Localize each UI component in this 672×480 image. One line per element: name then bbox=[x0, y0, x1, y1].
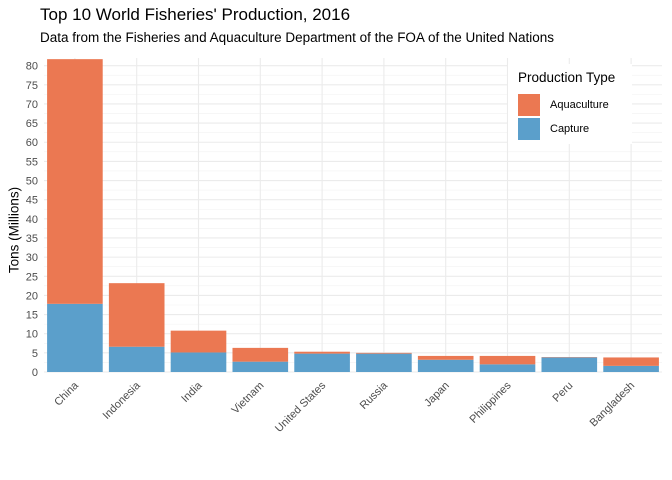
bar-capture bbox=[294, 353, 350, 372]
bar-aquaculture bbox=[108, 283, 165, 347]
bar-capture bbox=[232, 361, 289, 372]
legend: Production Type Aquaculture Capture bbox=[508, 64, 632, 144]
y-tick-label: 25 bbox=[26, 271, 38, 283]
y-tick-label: 65 bbox=[26, 118, 38, 130]
x-tick-label: India bbox=[179, 379, 205, 405]
y-tick-label: 5 bbox=[32, 348, 38, 360]
y-tick-label: 45 bbox=[26, 195, 38, 207]
x-tick-label: Bangladesh bbox=[588, 380, 638, 430]
y-tick-label: 20 bbox=[26, 290, 38, 302]
y-tick-label: 0 bbox=[32, 367, 38, 379]
y-tick-label: 80 bbox=[26, 61, 38, 73]
x-tick-label: Vietnam bbox=[230, 380, 267, 417]
x-tick-label: China bbox=[52, 379, 81, 408]
legend-label-capture: Capture bbox=[550, 123, 590, 135]
legend-swatch-capture bbox=[518, 118, 540, 140]
legend-title: Production Type bbox=[518, 70, 616, 85]
bar-aquaculture bbox=[170, 330, 227, 353]
legend-item-capture: Capture bbox=[518, 118, 589, 140]
x-tick-label: Peru bbox=[550, 380, 575, 405]
bar-capture bbox=[170, 352, 227, 372]
bar-aquaculture bbox=[356, 352, 412, 354]
y-tick-label: 70 bbox=[26, 99, 38, 111]
bar-capture bbox=[603, 365, 659, 372]
bar-aquaculture bbox=[479, 355, 536, 365]
x-tick-label: United States bbox=[273, 379, 329, 435]
bar-capture bbox=[417, 359, 474, 372]
y-tick-label: 55 bbox=[26, 156, 38, 168]
bar-aquaculture bbox=[232, 347, 289, 362]
bar-capture bbox=[108, 346, 165, 372]
y-tick-label: 75 bbox=[26, 80, 38, 92]
bar-capture bbox=[47, 303, 103, 372]
bar-aquaculture bbox=[603, 357, 659, 366]
chart-subtitle: Data from the Fisheries and Aquaculture … bbox=[40, 30, 555, 45]
y-tick-label: 15 bbox=[26, 310, 38, 322]
y-tick-label: 35 bbox=[26, 233, 38, 245]
chart-title: Top 10 World Fisheries' Production, 2016 bbox=[40, 5, 351, 24]
y-tick-label: 50 bbox=[26, 176, 38, 188]
x-tick-label: Russia bbox=[358, 379, 391, 412]
x-tick-label: Japan bbox=[422, 380, 452, 410]
bar-aquaculture bbox=[47, 59, 103, 304]
bar-aquaculture bbox=[294, 351, 350, 354]
legend-swatch-aquaculture bbox=[518, 94, 540, 116]
bar-aquaculture bbox=[417, 355, 474, 360]
legend-item-aquaculture: Aquaculture bbox=[518, 94, 609, 116]
y-tick-label: 30 bbox=[26, 252, 38, 264]
y-tick-label: 60 bbox=[26, 137, 38, 149]
bar-capture bbox=[356, 353, 412, 372]
legend-label-aquaculture: Aquaculture bbox=[550, 99, 609, 111]
bar-capture bbox=[479, 364, 536, 372]
bar-capture bbox=[541, 357, 598, 372]
y-tick-label: 40 bbox=[26, 214, 38, 226]
x-tick-label: Indonesia bbox=[101, 379, 144, 422]
x-tick-label: Philippines bbox=[468, 379, 514, 425]
y-tick-label: 10 bbox=[26, 329, 38, 341]
